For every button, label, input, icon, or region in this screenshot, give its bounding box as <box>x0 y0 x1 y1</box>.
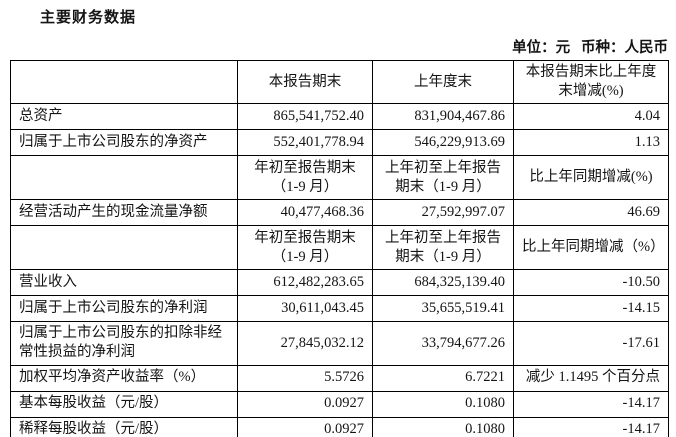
row-label-cell: 加权平均净资产收益率（%） <box>10 364 238 392</box>
value-cell: 上年初至上年报告 期末（1-9 月） <box>372 225 514 271</box>
table-row: 稀释每股收益（元/股） 0.0927 0.1080 -14.17 <box>10 416 669 437</box>
row-label-cell: 归属于上市公司股东的净利润 <box>10 295 238 323</box>
value-cell: 本报告期末比上年度 末增减(%) <box>513 59 669 105</box>
value-cell: -14.17 <box>513 416 669 437</box>
table-row: 基本每股收益（元/股） 0.0927 0.1080 -14.17 <box>10 390 669 418</box>
financial-data-table: 本报告期末 上年度末 本报告期末比上年度 末增减(%) 总资产 865,541,752.… <box>10 59 669 437</box>
unit-currency-note: 单位：元 币种：人民币 <box>512 40 668 56</box>
value-cell: 612,482,283.65 <box>237 269 373 297</box>
table-row: 加权平均净资产收益率（%） 5.5726 6.7221 减少 1.1495 个百分点 <box>10 364 669 392</box>
table-header-row: 年初至报告期末 （1-9 月） 上年初至上年报告 期末（1-9 月） 比上年同期增减… <box>10 155 669 201</box>
row-label-cell: 基本每股收益（元/股） <box>10 390 238 418</box>
value-cell: 46.69 <box>513 199 669 227</box>
value-cell: 6.7221 <box>372 364 514 392</box>
value-cell: 30,611,043.45 <box>237 295 373 323</box>
value-cell: 比上年同期增减（%） <box>513 225 669 271</box>
value-cell: 865,541,752.40 <box>237 103 373 131</box>
table-row: 营业收入 612,482,283.65 684,325,139.40 -10.50 <box>10 269 669 297</box>
value-cell: 546,229,913.69 <box>372 129 514 157</box>
row-label-cell: 营业收入 <box>10 269 238 297</box>
value-cell: 上年度末 <box>372 59 514 105</box>
value-cell: 27,592,997.07 <box>372 199 514 227</box>
value-cell: 0.1080 <box>372 416 514 437</box>
table-row: 归属于上市公司股东的净利润 30,611,043.45 35,655,519.41-… <box>10 295 669 323</box>
value-cell: 35,655,519.41 <box>372 295 514 323</box>
table-header-row: 年初至报告期末 （1-9 月） 上年初至上年报告 期末（1-9 月） 比上年同期增减… <box>10 225 669 271</box>
value-cell: 年初至报告期末 （1-9 月） <box>237 155 373 201</box>
value-cell: 552,401,778.94 <box>237 129 373 157</box>
value-cell: 0.1080 <box>372 390 514 418</box>
table-row: 经营活动产生的现金流量净额 40,477,468.36 27,592,997.07 4… <box>10 199 669 227</box>
value-cell: 33,794,677.26 <box>372 321 514 366</box>
row-label-cell: 稀释每股收益（元/股） <box>10 416 238 437</box>
table-row: 归属于上市公司股东的扣除非经 常性损益的净利润 27,845,032.12 33,7… <box>10 321 669 366</box>
value-cell: 40,477,468.36 <box>237 199 373 227</box>
value-cell: 0.0927 <box>237 416 373 437</box>
row-label-cell: 经营活动产生的现金流量净额 <box>10 199 238 227</box>
financial-table-body: 本报告期末 上年度末 本报告期末比上年度 末增减(%) 总资产 865,541,752.… <box>10 59 669 437</box>
value-cell: 27,845,032.12 <box>237 321 373 366</box>
value-cell: -17.61 <box>513 321 669 366</box>
row-label-cell <box>10 155 238 201</box>
value-cell: 5.5726 <box>237 364 373 392</box>
value-cell: 本报告期末 <box>237 59 373 105</box>
value-cell: 1.13 <box>513 129 669 157</box>
row-label-cell <box>10 225 238 271</box>
value-cell: 831,904,467.86 <box>372 103 514 131</box>
value-cell: -10.50 <box>513 269 669 297</box>
value-cell: 4.04 <box>513 103 669 131</box>
value-cell: 上年初至上年报告 期末（1-9 月） <box>372 155 514 201</box>
value-cell: 684,325,139.40 <box>372 269 514 297</box>
row-label-cell: 总资产 <box>10 103 238 131</box>
value-cell: 减少 1.1495 个百分点 <box>513 364 669 392</box>
value-cell: 0.0927 <box>237 390 373 418</box>
value-cell: 比上年同期增减(%) <box>513 155 669 201</box>
value-cell: -14.15 <box>513 295 669 323</box>
row-label-cell: 归属于上市公司股东的扣除非经 常性损益的净利润 <box>10 321 238 366</box>
table-header-row: 本报告期末 上年度末 本报告期末比上年度 末增减(%) <box>10 59 669 105</box>
page-title: 主要财务数据 <box>40 10 137 26</box>
table-row: 总资产 865,541,752.40 831,904,467.86 4.04 <box>10 103 669 131</box>
table-row: 归属于上市公司股东的净资产 552,401,778.94 546,229,913.6… <box>10 129 669 157</box>
row-label-cell: 归属于上市公司股东的净资产 <box>10 129 238 157</box>
value-cell: 年初至报告期末 （1-9 月） <box>237 225 373 271</box>
value-cell: -14.17 <box>513 390 669 418</box>
row-label-cell <box>10 59 238 105</box>
